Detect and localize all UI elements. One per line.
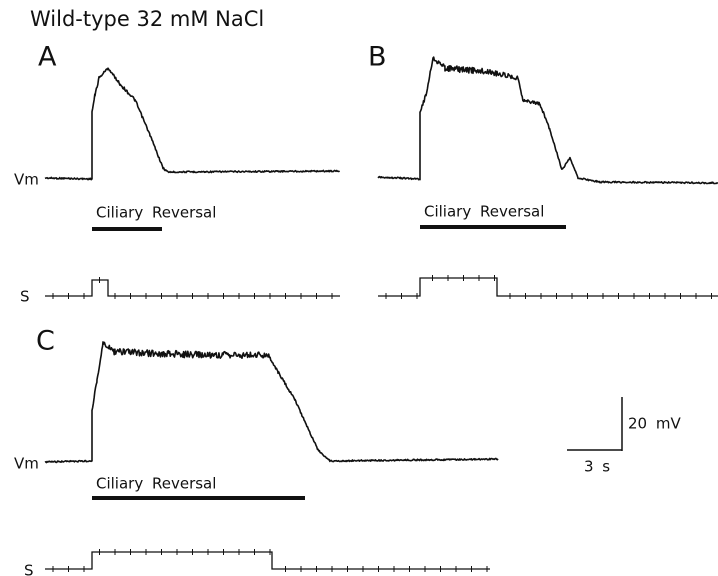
vm-trace: [377, 56, 718, 185]
scale-voltage: 20 mV: [628, 415, 681, 433]
bar-label: Ciliary Reversal: [424, 203, 544, 221]
vm-label: Vm: [14, 171, 39, 189]
figure-title: Wild-type 32 mM NaCl: [30, 7, 264, 31]
panel-label: B: [368, 42, 387, 73]
panel-label: A: [38, 42, 57, 73]
panel-label: C: [36, 326, 55, 357]
s-trace: [378, 277, 718, 297]
vm-label: Vm: [14, 455, 39, 473]
vm-trace: [44, 341, 499, 464]
vm-trace: [44, 67, 341, 181]
s-label: S: [24, 562, 34, 576]
bar-label: Ciliary Reversal: [96, 204, 216, 222]
s-trace: [45, 551, 490, 570]
s-label: S: [20, 288, 30, 306]
scale-time: 3 s: [584, 458, 610, 476]
bar-label: Ciliary Reversal: [96, 475, 216, 493]
